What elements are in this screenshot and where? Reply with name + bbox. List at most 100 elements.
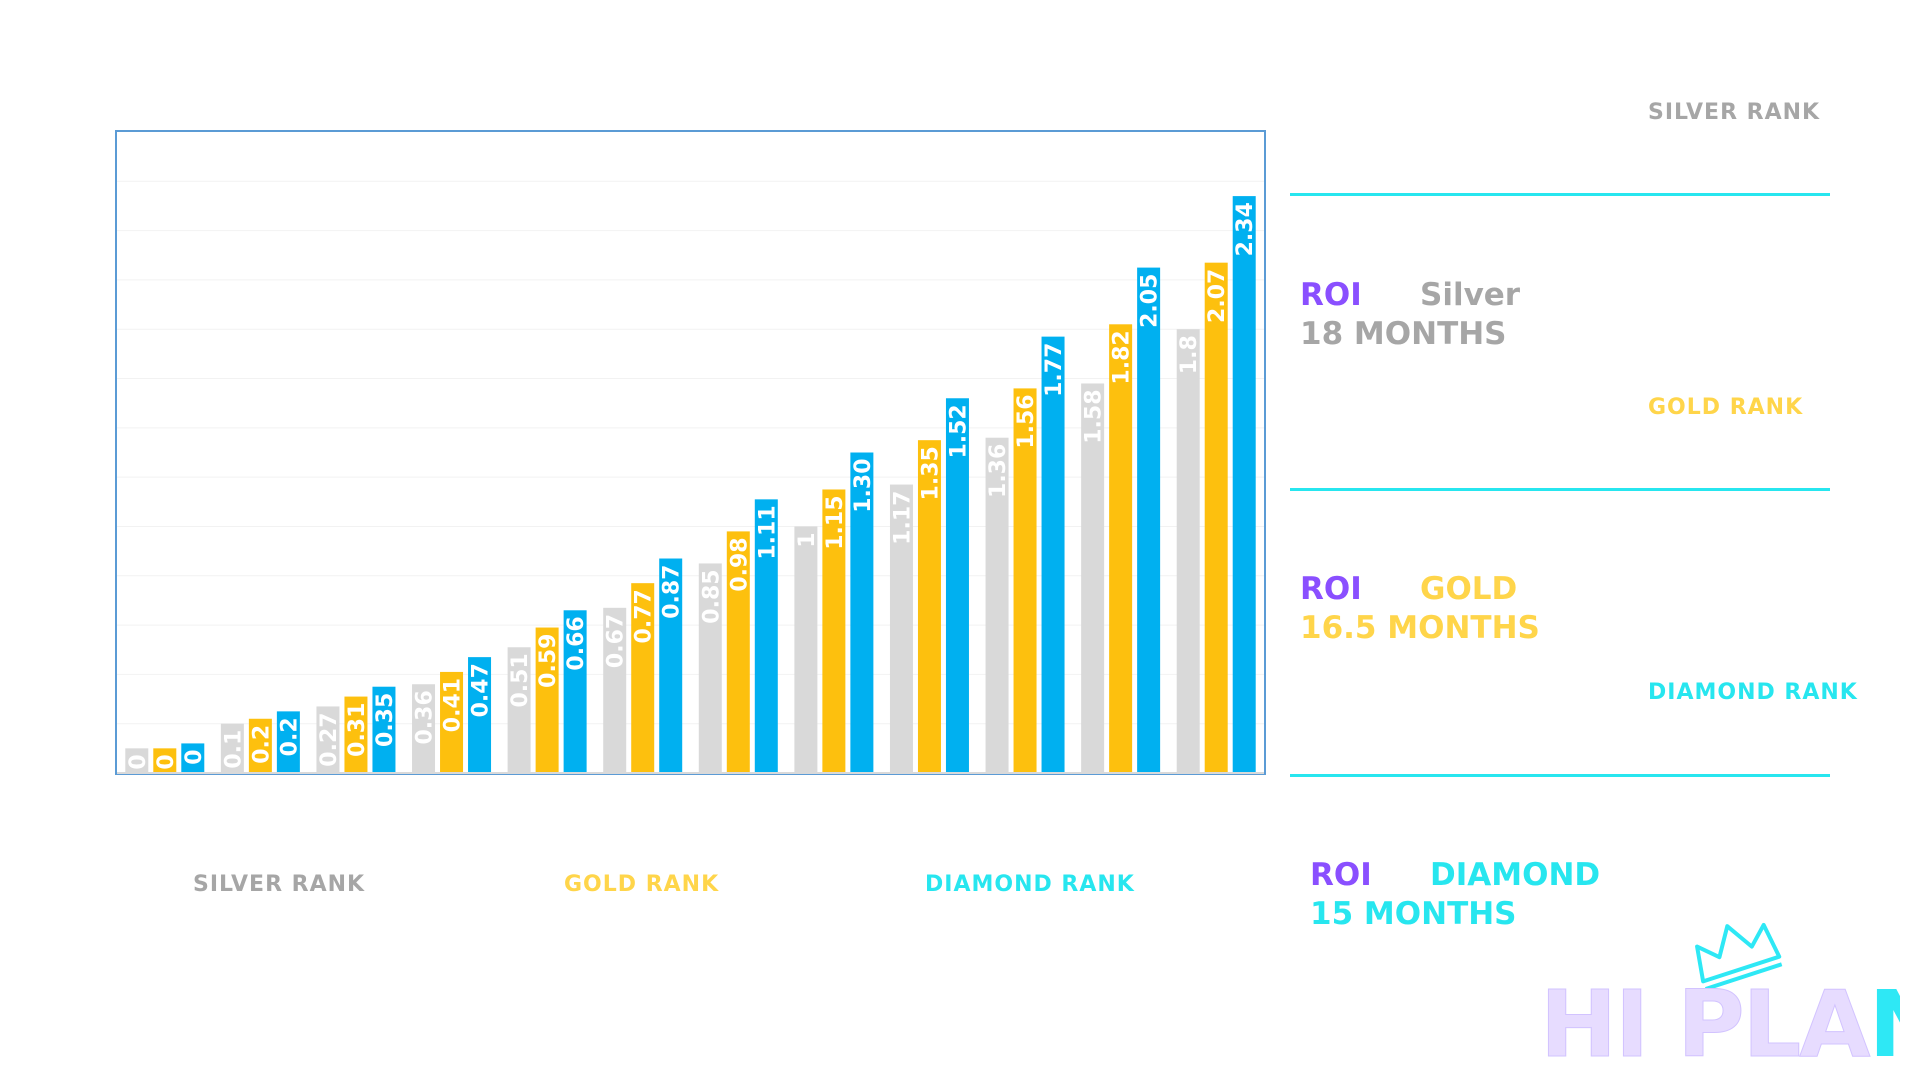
bar: [412, 684, 436, 773]
bar-value-label: 1.8: [1177, 335, 1202, 374]
bar: [659, 558, 683, 773]
side-silver-rank: SILVER RANK: [1648, 100, 1821, 125]
bar-value-label: 0: [126, 754, 151, 769]
bar-value-label: 1.58: [1082, 389, 1107, 443]
bar-value-label: 0.31: [345, 703, 370, 757]
roi-silver-label: ROI: [1300, 277, 1362, 313]
svg-text:HI PLANET: HI PLANET: [1540, 971, 1900, 1068]
roi-silver-rank: Silver: [1420, 277, 1521, 313]
crown-icon: [1695, 922, 1783, 991]
logo-text-part2: NET: [1869, 971, 1900, 1068]
bar-value-label: 1.52: [946, 404, 971, 458]
bar: [726, 531, 750, 773]
bar-value-label: 0.2: [277, 717, 302, 756]
bar-value-label: 0.2: [249, 725, 274, 764]
bar: [822, 489, 846, 773]
bar: [440, 671, 464, 773]
roi-diamond-label: ROI: [1310, 857, 1372, 893]
bar-value-label: 0.66: [564, 616, 589, 670]
bar-value-label: 0.41: [441, 678, 466, 732]
bar: [603, 607, 627, 773]
bar-value-label: 0.51: [508, 653, 533, 707]
bar-value-label: 2.07: [1205, 269, 1230, 323]
bar-value-label: 0.36: [413, 690, 438, 744]
bar-group: 0 0.1 0.27 0.360.510.670.851 1.171.361.581.8…: [125, 196, 1258, 774]
bar: [507, 647, 531, 773]
side-gold-rank: GOLD RANK: [1648, 395, 1804, 420]
bar: [372, 686, 396, 773]
divider-silver: [1290, 193, 1830, 196]
bar-value-label: 1.11: [755, 505, 780, 559]
hi-planet-logo: HI PLANET: [1540, 922, 1900, 1068]
caption-diamond-rank: DIAMOND RANK: [925, 872, 1135, 897]
roi-silver: ROI Silver 18 MONTHS: [1300, 278, 1520, 351]
bar: [1109, 324, 1133, 773]
caption-silver-rank: SILVER RANK: [193, 872, 366, 897]
bar-value-label: 0.77: [632, 589, 657, 643]
bar: [316, 706, 340, 773]
bar: [563, 610, 587, 773]
bar: [754, 499, 778, 773]
bar: [1232, 196, 1256, 774]
bar-value-label: 0.27: [317, 712, 342, 766]
bar-value-label: 0.98: [727, 537, 752, 591]
roi-diamond-rank: DIAMOND: [1430, 857, 1601, 893]
bar-value-label: 0.59: [536, 634, 561, 688]
bar: [1204, 262, 1228, 773]
bar-value-label: 1.56: [1014, 394, 1039, 448]
bar: [945, 398, 969, 773]
bar: [1081, 383, 1105, 773]
bar: [181, 743, 205, 773]
bar-value-label: 0.1: [221, 730, 246, 769]
bar-value-label: 0.35: [373, 693, 398, 747]
bar-value-label: 1.36: [986, 444, 1011, 498]
bar: [1041, 336, 1065, 773]
roi-bar-chart: 0 0.1 0.27 0.36 0.51 0.67 0.85 1 1.17 1.36 1.58 1.8…: [115, 130, 1266, 897]
bar: [1176, 329, 1200, 773]
bar-value-label: 1.35: [918, 446, 943, 500]
caption-gold-rank: GOLD RANK: [564, 872, 720, 897]
roi-gold-label: ROI: [1300, 571, 1362, 607]
bar-value-label: 1: [795, 532, 820, 547]
roi-silver-months: 18 MONTHS: [1300, 316, 1507, 352]
bar: [794, 526, 818, 773]
roi-gold-months: 16.5 MONTHS: [1300, 610, 1540, 646]
bar: [889, 484, 913, 773]
side-diamond-rank: DIAMOND RANK: [1648, 680, 1858, 705]
divider-diamond: [1290, 774, 1830, 777]
bar: [631, 583, 655, 773]
bar: [220, 723, 244, 773]
chart-svg: 0 0.1 0.27 0.360.510.670.851 1.171.361.581.8…: [115, 130, 1266, 775]
bar: [468, 657, 492, 773]
roi-gold-rank: GOLD: [1420, 571, 1518, 607]
bar-value-label: 0.47: [469, 663, 494, 717]
bar-value-label: 0: [154, 754, 179, 769]
divider-gold: [1290, 488, 1830, 491]
bar: [917, 440, 941, 773]
bar: [850, 452, 874, 773]
roi-diamond-months: 15 MONTHS: [1310, 896, 1517, 932]
bar: [125, 748, 149, 773]
bar-value-label: 1.82: [1110, 330, 1135, 384]
bar: [1013, 388, 1037, 773]
bar-value-label: 0.67: [604, 614, 629, 668]
bar-value-label: 1.17: [890, 491, 915, 545]
roi-gold: ROI GOLD 16.5 MONTHS: [1300, 572, 1540, 645]
bar: [276, 711, 300, 773]
bar-value-label: 1.30: [851, 459, 876, 513]
bar: [698, 563, 722, 773]
bar: [535, 627, 559, 773]
bar: [344, 696, 368, 773]
bar-value-label: 2.05: [1138, 274, 1163, 328]
bar-value-label: 1.15: [823, 495, 848, 549]
bar: [1137, 267, 1161, 773]
bar-value-label: 0.85: [699, 569, 724, 623]
bar: [153, 748, 177, 773]
bar-value-label: 0.87: [660, 565, 685, 619]
logo-text-part1: HI PLA: [1540, 971, 1870, 1068]
grid-lines: [117, 180, 1264, 725]
bar-value-label: 0: [182, 749, 207, 764]
bar-value-label: 1.77: [1042, 343, 1067, 397]
bar-value-label: 2.34: [1233, 202, 1258, 256]
roi-diamond: ROI DIAMOND 15 MONTHS: [1310, 858, 1600, 931]
